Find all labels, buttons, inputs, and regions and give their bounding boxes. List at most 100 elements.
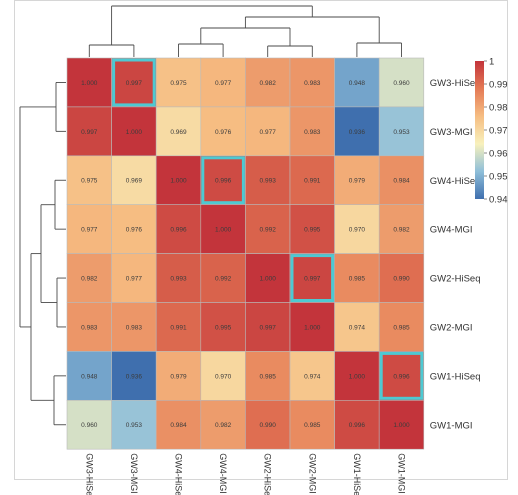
column-label: GW4-MGI — [218, 453, 228, 494]
cell-value-label: 0.953 — [126, 422, 143, 429]
cell-value-label: 0.990 — [393, 275, 410, 282]
cell-value-label: 0.953 — [393, 129, 410, 136]
cell-value-label: 0.996 — [349, 422, 366, 429]
cell-value-label: 0.984 — [393, 178, 410, 185]
heatmap-cell — [378, 302, 425, 352]
highlight-box — [201, 156, 245, 205]
heatmap-cell — [155, 204, 202, 254]
heatmap-cell — [334, 253, 380, 303]
heatmap-cell — [289, 155, 335, 206]
cell-value-label: 0.960 — [393, 80, 410, 87]
cell-value-label: 0.974 — [349, 324, 366, 331]
cell-value-label: 1.000 — [260, 275, 277, 282]
row-label: GW2-MGI — [430, 322, 473, 333]
cell-value-label: 0.990 — [260, 422, 277, 429]
cell-value-label: 0.993 — [170, 275, 187, 282]
cell-value-label: 0.985 — [304, 422, 321, 429]
row-label: GW1-MGI — [430, 420, 473, 431]
heatmap-cell — [155, 155, 202, 206]
heatmap-cell — [111, 204, 157, 254]
column-label: GW2-HiSeq — [263, 453, 273, 495]
cell-value-label: 0.985 — [393, 324, 410, 331]
column-label: GW1-MGI — [397, 453, 407, 494]
heatmap-cell — [245, 399, 291, 450]
cell-value-label: 0.997 — [126, 80, 143, 87]
cell-value-label: 0.977 — [215, 80, 232, 87]
cell-value-label: 0.997 — [81, 129, 98, 136]
column-label: GW3-HiSeq — [84, 453, 94, 495]
heatmap-cell — [66, 351, 112, 401]
cell-value-label: 0.975 — [170, 80, 187, 87]
heatmap-cell — [378, 399, 425, 450]
heatmap-cell — [155, 106, 202, 157]
cell-value-label: 0.960 — [81, 422, 98, 429]
cell-value-label: 0.983 — [304, 80, 321, 87]
row-label: GW4-HiSeq — [430, 176, 481, 187]
cell-value-label: 0.936 — [349, 129, 366, 136]
heatmap-cell — [289, 204, 335, 254]
column-label: GW3-MGI — [129, 453, 139, 494]
cell-value-label: 0.985 — [260, 373, 277, 380]
heatmap-cell — [200, 57, 246, 108]
heatmap-cell — [245, 106, 291, 157]
row-label: GW1-HiSeq — [430, 371, 481, 382]
cell-value-label: 0.970 — [215, 373, 232, 380]
highlight-box — [290, 254, 335, 303]
heatmap-cell — [245, 351, 291, 401]
column-label: GW2-MGI — [307, 453, 317, 494]
colorbar-tick-label: 0.96 — [489, 148, 508, 159]
cell-value-label: 0.982 — [393, 227, 410, 234]
row-label: GW3-HiSeq — [430, 78, 481, 89]
cell-value-label: 1.000 — [81, 80, 98, 87]
column-label: GW4-HiSeq — [174, 453, 184, 495]
cell-value-label: 0.985 — [349, 275, 366, 282]
heatmap-cell — [289, 253, 335, 303]
heatmap-cell — [245, 253, 291, 303]
heatmap-cell — [245, 302, 291, 352]
heatmap-cell — [378, 204, 425, 254]
cell-value-label: 0.993 — [260, 178, 277, 185]
heatmap-cell — [334, 399, 380, 450]
cell-value-label: 0.995 — [304, 227, 321, 234]
cell-value-label: 0.997 — [260, 324, 277, 331]
heatmap-cell — [111, 351, 157, 401]
cell-value-label: 0.948 — [81, 373, 98, 380]
cell-value-label: 0.992 — [260, 227, 277, 234]
row-label: GW2-HiSeq — [430, 274, 481, 285]
heatmap-cell — [111, 155, 157, 206]
highlight-box — [379, 351, 424, 400]
cell-value-label: 0.996 — [170, 227, 187, 234]
cell-value-label: 0.983 — [126, 324, 143, 331]
cell-value-label: 0.977 — [126, 275, 143, 282]
heatmap-cell — [200, 253, 246, 303]
heatmap-cell — [200, 302, 246, 352]
colorbar-tick-label: 0.99 — [489, 79, 508, 90]
cell-value-label: 0.983 — [304, 129, 321, 136]
colorbar-tick-label: 0.95 — [489, 171, 508, 182]
cell-value-label: 1.000 — [393, 422, 410, 429]
cell-value-label: 0.979 — [349, 178, 366, 185]
heatmap-cell — [111, 399, 157, 450]
cell-value-label: 0.997 — [304, 275, 321, 282]
heatmap-cell — [200, 106, 246, 157]
cell-value-label: 0.975 — [81, 178, 98, 185]
cell-value-label: 0.991 — [304, 178, 321, 185]
colorbar-tick-label: 0.97 — [489, 125, 508, 136]
cell-value-label: 0.996 — [215, 178, 232, 185]
cell-value-label: 1.000 — [215, 227, 232, 234]
cell-value-label: 0.970 — [349, 227, 366, 234]
cell-value-label: 0.995 — [215, 324, 232, 331]
highlight-box — [112, 58, 156, 107]
heatmap-cell — [111, 57, 157, 108]
cell-value-label: 0.982 — [215, 422, 232, 429]
heatmap-cell — [66, 57, 112, 108]
cell-value-label: 0.974 — [304, 373, 321, 380]
cell-value-label: 0.948 — [349, 80, 366, 87]
cell-value-label: 0.976 — [126, 227, 143, 234]
cell-value-label: 0.991 — [170, 324, 187, 331]
colorbar — [475, 61, 484, 199]
cell-value-label: 0.969 — [170, 129, 187, 136]
cell-value-label: 0.969 — [126, 178, 143, 185]
colorbar-tick-label: 0.94 — [489, 194, 508, 205]
cell-value-label: 0.992 — [215, 275, 232, 282]
